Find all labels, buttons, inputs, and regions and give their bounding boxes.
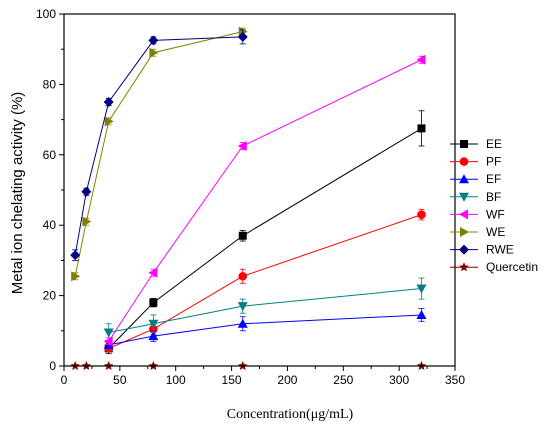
y-axis-title: Metal ion chelating activity (%) <box>9 92 26 295</box>
legend-item: WF <box>450 207 505 221</box>
y-tick-label: 0 <box>49 359 56 373</box>
legend-label: BF <box>486 190 501 204</box>
legend: EE PF EF BF WF WE RWE Quercetin <box>450 137 538 274</box>
legend-marker <box>459 174 469 184</box>
y-tick-label: 100 <box>36 7 56 21</box>
y-tick-label: 80 <box>43 77 57 91</box>
legend-label: WF <box>486 207 505 221</box>
axes: 0 50 100 150 200 250 300 350 0 20 40 60 80 100 <box>36 7 465 387</box>
plot-frame <box>63 13 456 367</box>
data-point <box>149 47 159 58</box>
x-tick-label: 100 <box>166 373 186 387</box>
data-point <box>104 116 114 127</box>
legend-item: EE <box>450 137 502 151</box>
x-tick-label: 50 <box>113 373 127 387</box>
data-point <box>238 271 248 281</box>
plot-area <box>70 26 427 371</box>
data-point <box>416 54 426 65</box>
legend-marker <box>459 244 469 255</box>
data-point <box>149 298 158 307</box>
legend-item: RWE <box>450 243 514 257</box>
legend-label: EF <box>486 172 501 186</box>
legend-item: EF <box>450 172 501 186</box>
x-axis-title: Concentration(μg/mL) <box>227 407 354 422</box>
data-point <box>238 231 247 240</box>
data-point <box>148 319 159 329</box>
legend-label: PF <box>486 155 501 169</box>
legend-item: Quercetin <box>450 260 538 274</box>
y-tick-label: 60 <box>43 148 57 162</box>
data-point <box>82 216 92 227</box>
data-point <box>417 210 426 219</box>
data-point <box>70 250 81 261</box>
data-point <box>103 336 113 347</box>
data-point <box>71 271 81 282</box>
series-line <box>108 214 422 349</box>
data-point <box>237 302 248 312</box>
series-line <box>108 59 422 342</box>
x-tick-label: 0 <box>61 373 68 387</box>
legend-marker <box>460 140 468 148</box>
legend-label: RWE <box>486 243 514 257</box>
x-tick-label: 200 <box>277 373 297 387</box>
data-point <box>237 141 247 151</box>
x-tick-label: 300 <box>389 373 409 387</box>
series-line <box>108 127 422 349</box>
data-point <box>417 124 426 133</box>
series-line <box>74 31 243 277</box>
x-tick-label: 350 <box>445 373 465 387</box>
legend-item: BF <box>450 190 501 204</box>
legend-label: Quercetin <box>486 260 538 274</box>
series-bf <box>103 277 427 342</box>
data-point <box>237 318 248 328</box>
data-point <box>81 186 92 197</box>
data-point <box>103 328 114 338</box>
legend-marker <box>459 209 468 220</box>
legend-marker <box>459 192 469 202</box>
data-point <box>148 35 159 46</box>
x-tick-label: 250 <box>333 373 353 387</box>
data-point <box>416 309 427 319</box>
series-rwe <box>70 29 248 261</box>
x-tick-label: 150 <box>222 373 242 387</box>
series-line <box>108 288 422 334</box>
legend-label: WE <box>486 225 505 239</box>
data-point <box>237 31 248 42</box>
data-point <box>416 284 427 294</box>
legend-marker <box>460 227 469 237</box>
legend-label: EE <box>486 137 502 151</box>
legend-marker <box>459 262 469 272</box>
data-point <box>103 97 114 107</box>
series-wf <box>103 54 426 347</box>
series-ef <box>103 308 427 349</box>
legend-item: PF <box>450 155 501 169</box>
y-tick-label: 40 <box>43 218 57 232</box>
y-tick-label: 20 <box>43 289 57 303</box>
series-we <box>71 26 248 282</box>
data-point <box>148 267 158 278</box>
legend-item: WE <box>450 225 505 239</box>
series-line <box>108 314 422 346</box>
legend-marker <box>459 157 469 166</box>
series-line <box>74 36 243 256</box>
data-point <box>148 331 159 341</box>
